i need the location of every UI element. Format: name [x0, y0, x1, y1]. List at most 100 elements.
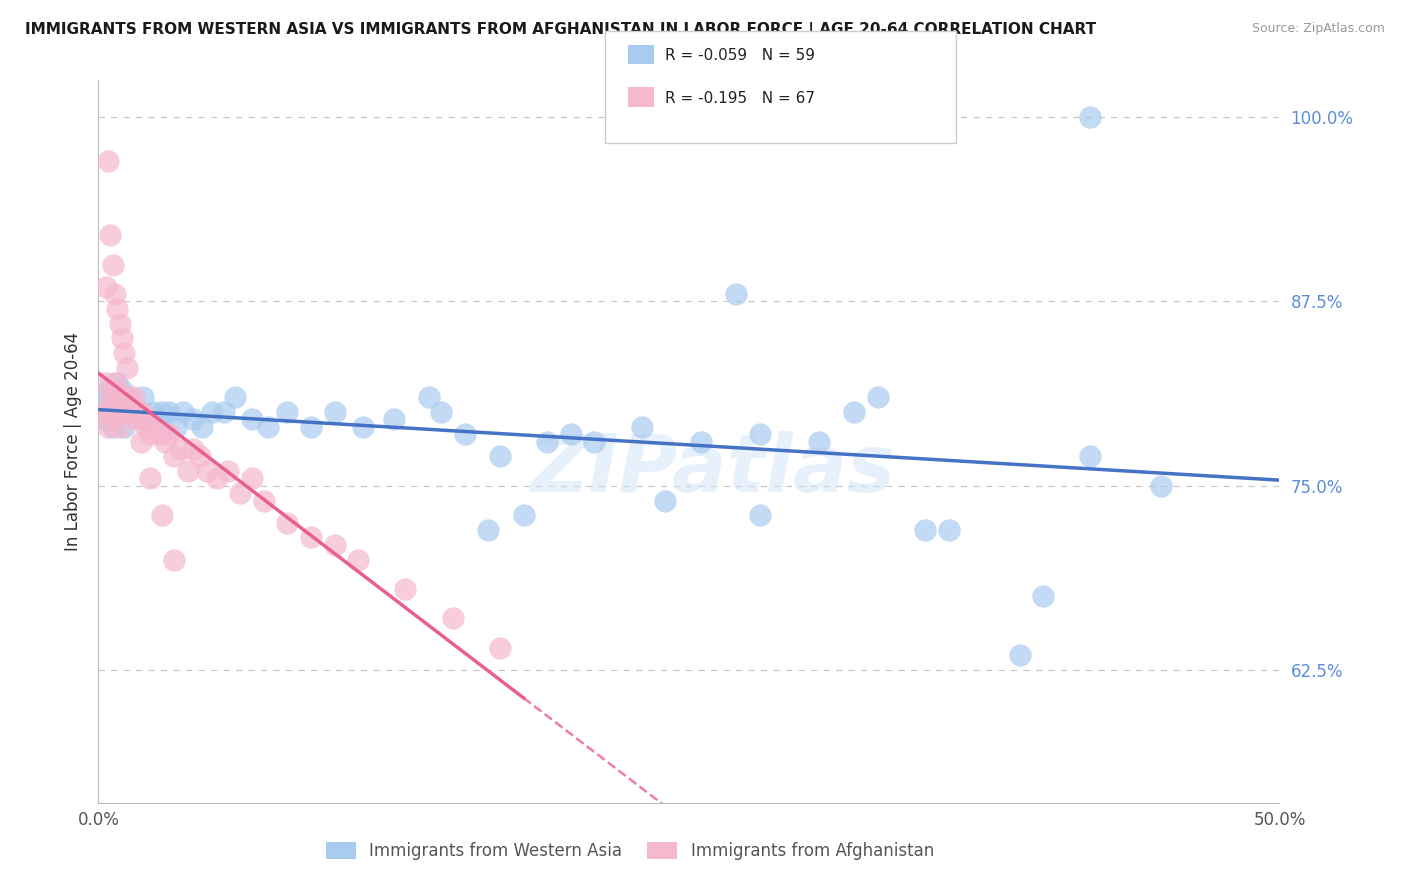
Point: [122, 405, 145, 419]
Point: [347, 552, 370, 566]
Point: [172, 405, 194, 419]
Point: [105, 405, 128, 419]
Point: [98, 390, 121, 404]
Point: [195, 464, 218, 478]
Point: [143, 419, 166, 434]
Point: [118, 390, 141, 404]
Point: [94, 279, 117, 293]
Text: ZIPatlas: ZIPatlas: [530, 432, 896, 509]
Point: [323, 405, 346, 419]
Point: [122, 390, 145, 404]
Point: [94, 376, 117, 390]
Point: [165, 419, 187, 434]
Point: [101, 258, 124, 272]
Point: [91, 405, 114, 419]
Point: [112, 346, 135, 360]
Text: Source: ZipAtlas.com: Source: ZipAtlas.com: [1251, 22, 1385, 36]
Point: [253, 493, 276, 508]
Point: [441, 611, 464, 625]
Point: [1150, 479, 1173, 493]
Point: [1008, 648, 1031, 663]
Point: [98, 405, 121, 419]
Point: [112, 419, 135, 434]
Point: [104, 287, 127, 301]
Y-axis label: In Labor Force | Age 20-64: In Labor Force | Age 20-64: [63, 332, 82, 551]
Point: [132, 412, 155, 426]
Point: [240, 412, 263, 426]
Point: [136, 412, 159, 426]
Point: [98, 228, 121, 243]
Point: [104, 376, 127, 390]
Point: [111, 405, 134, 419]
Point: [108, 317, 131, 331]
Point: [748, 427, 770, 442]
Point: [477, 523, 499, 537]
Point: [689, 434, 711, 449]
Point: [91, 390, 114, 404]
Point: [560, 427, 582, 442]
Point: [128, 405, 150, 419]
Point: [125, 412, 148, 426]
Point: [1032, 590, 1054, 604]
Point: [807, 434, 830, 449]
Point: [240, 471, 263, 485]
Point: [583, 434, 606, 449]
Point: [121, 398, 143, 412]
Point: [115, 360, 138, 375]
Point: [489, 450, 512, 464]
Point: [111, 390, 134, 404]
Point: [352, 419, 374, 434]
Text: IMMIGRANTS FROM WESTERN ASIA VS IMMIGRANTS FROM AFGHANISTAN IN LABOR FORCE | AGE: IMMIGRANTS FROM WESTERN ASIA VS IMMIGRAN…: [25, 22, 1097, 38]
Point: [276, 405, 298, 419]
Point: [111, 383, 134, 397]
Point: [170, 442, 193, 456]
Point: [150, 508, 173, 523]
Point: [115, 390, 138, 404]
Point: [430, 405, 453, 419]
Point: [382, 412, 405, 426]
Point: [111, 331, 134, 345]
Point: [276, 516, 298, 530]
Point: [94, 412, 117, 426]
Point: [181, 442, 204, 456]
Point: [129, 434, 152, 449]
Point: [866, 390, 889, 404]
Point: [205, 471, 228, 485]
Point: [105, 383, 128, 397]
Point: [163, 552, 186, 566]
Point: [394, 582, 416, 596]
Point: [101, 412, 124, 426]
Point: [418, 390, 440, 404]
Point: [105, 376, 128, 390]
Point: [453, 427, 475, 442]
Point: [132, 390, 155, 404]
Point: [630, 419, 652, 434]
Point: [157, 405, 180, 419]
Point: [98, 405, 121, 419]
Point: [136, 412, 159, 426]
Point: [212, 405, 235, 419]
Point: [1080, 110, 1102, 124]
Point: [146, 412, 169, 426]
Point: [128, 405, 150, 419]
Point: [323, 538, 346, 552]
Point: [149, 427, 172, 442]
Point: [163, 450, 186, 464]
Point: [108, 405, 131, 419]
Point: [157, 427, 180, 442]
Point: [115, 405, 138, 419]
Point: [844, 405, 866, 419]
Point: [748, 508, 770, 523]
Point: [94, 405, 117, 419]
Point: [139, 427, 162, 442]
Point: [122, 398, 145, 412]
Point: [914, 523, 936, 537]
Point: [229, 486, 252, 500]
Point: [118, 405, 141, 419]
Point: [725, 287, 748, 301]
Point: [101, 419, 124, 434]
Point: [191, 419, 214, 434]
Point: [217, 464, 239, 478]
Point: [512, 508, 534, 523]
Point: [135, 419, 157, 434]
